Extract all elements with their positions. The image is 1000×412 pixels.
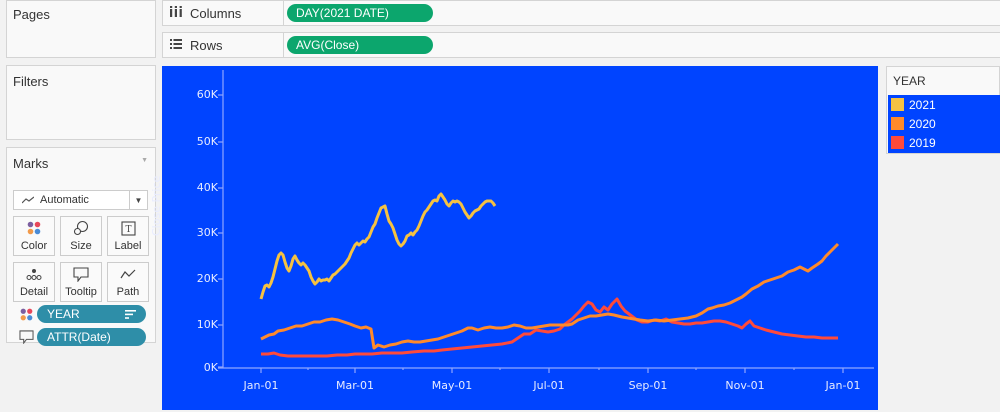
color-button[interactable]: Color bbox=[13, 216, 55, 256]
marks-title: Marks bbox=[13, 156, 49, 171]
tooltip-button[interactable]: Tooltip bbox=[60, 262, 102, 302]
x-tick-label: May-01 bbox=[431, 379, 473, 392]
color-dots-icon bbox=[18, 305, 34, 323]
rows-pill-label: AVG(Close) bbox=[296, 38, 360, 52]
rows-avg-close-pill[interactable]: AVG(Close) bbox=[287, 36, 433, 54]
y-tick-label: 10K bbox=[196, 318, 218, 331]
marks-card: Marks ▼ Automatic ▼ Color Size T bbox=[6, 147, 156, 346]
sort-descending-icon[interactable] bbox=[125, 310, 136, 319]
detail-button[interactable]: Detail bbox=[13, 262, 55, 302]
rows-icon bbox=[170, 38, 182, 52]
y-tick-label: 40K bbox=[196, 181, 218, 194]
legend-item-label: 2019 bbox=[909, 135, 936, 150]
columns-shelf-label: Columns bbox=[163, 1, 284, 25]
rows-shelf[interactable]: Rows AVG(Close) bbox=[162, 32, 1000, 58]
y-tick-label: 60K bbox=[196, 88, 218, 101]
detail-dots-icon bbox=[26, 265, 42, 283]
legend-item-label: 2021 bbox=[909, 97, 936, 112]
legend-item-label: 2020 bbox=[909, 116, 936, 131]
path-line-icon bbox=[120, 265, 136, 283]
year-pill-label: YEAR bbox=[47, 307, 80, 321]
color-button-label: Color bbox=[20, 240, 48, 252]
legend-swatch bbox=[891, 136, 904, 149]
attr-date-pill-label: ATTR(Date) bbox=[47, 330, 111, 344]
chevron-down-icon[interactable]: ▼ bbox=[129, 191, 147, 209]
columns-icon bbox=[170, 6, 182, 20]
rows-shelf-label: Rows bbox=[163, 33, 284, 57]
x-tick-label: Jul-01 bbox=[533, 379, 565, 392]
size-button-label: Size bbox=[70, 240, 92, 252]
label-text-icon: T bbox=[120, 219, 136, 237]
chart-plot-area bbox=[218, 70, 874, 373]
legend-title: YEAR bbox=[893, 74, 926, 88]
tooltip-bubble-icon bbox=[18, 328, 34, 346]
line-mark-icon bbox=[22, 196, 34, 204]
svg-text:T: T bbox=[125, 225, 131, 235]
size-button[interactable]: Size bbox=[60, 216, 102, 256]
y-axis bbox=[218, 70, 224, 368]
y-tick-label: 20K bbox=[196, 272, 218, 285]
columns-label: Columns bbox=[190, 5, 242, 21]
x-axis bbox=[218, 367, 874, 373]
detail-button-label: Detail bbox=[19, 286, 49, 298]
x-tick-label: Jan-01 bbox=[243, 379, 279, 392]
filters-title: Filters bbox=[13, 74, 49, 89]
size-circles-icon bbox=[73, 219, 89, 237]
label-button-label: Label bbox=[114, 240, 142, 252]
y-tick-label: 30K bbox=[196, 226, 218, 239]
legend-swatch bbox=[891, 117, 904, 130]
y-tick-label: 50K bbox=[196, 135, 218, 148]
x-tick-label: Nov-01 bbox=[725, 379, 765, 392]
pages-card[interactable]: Pages bbox=[6, 0, 156, 58]
marks-menu-arrow-icon[interactable]: ▼ bbox=[141, 157, 148, 164]
columns-day-date-pill[interactable]: DAY(2021 DATE) bbox=[287, 4, 433, 22]
series-2019-line bbox=[261, 297, 838, 358]
pages-title: Pages bbox=[13, 7, 50, 22]
x-tick-label: Mar-01 bbox=[335, 379, 375, 392]
x-tick-label: Sep-01 bbox=[628, 379, 668, 392]
rows-label: Rows bbox=[190, 37, 223, 53]
tooltip-button-label: Tooltip bbox=[65, 286, 97, 298]
label-button[interactable]: T Label bbox=[107, 216, 149, 256]
series-2021-line bbox=[259, 192, 497, 300]
legend-item-2021[interactable]: 2021 bbox=[888, 95, 1000, 114]
color-dots-icon bbox=[27, 219, 41, 237]
year-color-legend: YEAR 2021 2020 2019 bbox=[886, 66, 1000, 154]
legend-swatch bbox=[891, 98, 904, 111]
x-tick-label: Jan-01 bbox=[825, 379, 861, 392]
mark-type-label: Automatic bbox=[40, 194, 89, 206]
path-button-label: Path bbox=[116, 286, 140, 298]
line-chart-view[interactable]: Close Price 60K 50K 40K 30K 20K 10K 0K J… bbox=[150, 66, 878, 410]
columns-pill-label: DAY(2021 DATE) bbox=[296, 6, 389, 20]
legend-item-2019[interactable]: 2019 bbox=[888, 133, 1000, 152]
attr-date-tooltip-pill[interactable]: ATTR(Date) bbox=[37, 328, 146, 346]
mark-type-dropdown[interactable]: Automatic ▼ bbox=[13, 190, 148, 210]
series-2020-line bbox=[260, 242, 840, 350]
y-tick-label: 0K bbox=[203, 361, 218, 374]
columns-shelf[interactable]: Columns DAY(2021 DATE) bbox=[162, 0, 1000, 26]
year-color-pill[interactable]: YEAR bbox=[37, 305, 146, 323]
tooltip-bubble-icon bbox=[73, 265, 89, 283]
legend-list: 2021 2020 2019 bbox=[888, 95, 1000, 153]
legend-item-2020[interactable]: 2020 bbox=[888, 114, 1000, 133]
filters-card[interactable]: Filters bbox=[6, 65, 156, 140]
path-button[interactable]: Path bbox=[107, 262, 149, 302]
